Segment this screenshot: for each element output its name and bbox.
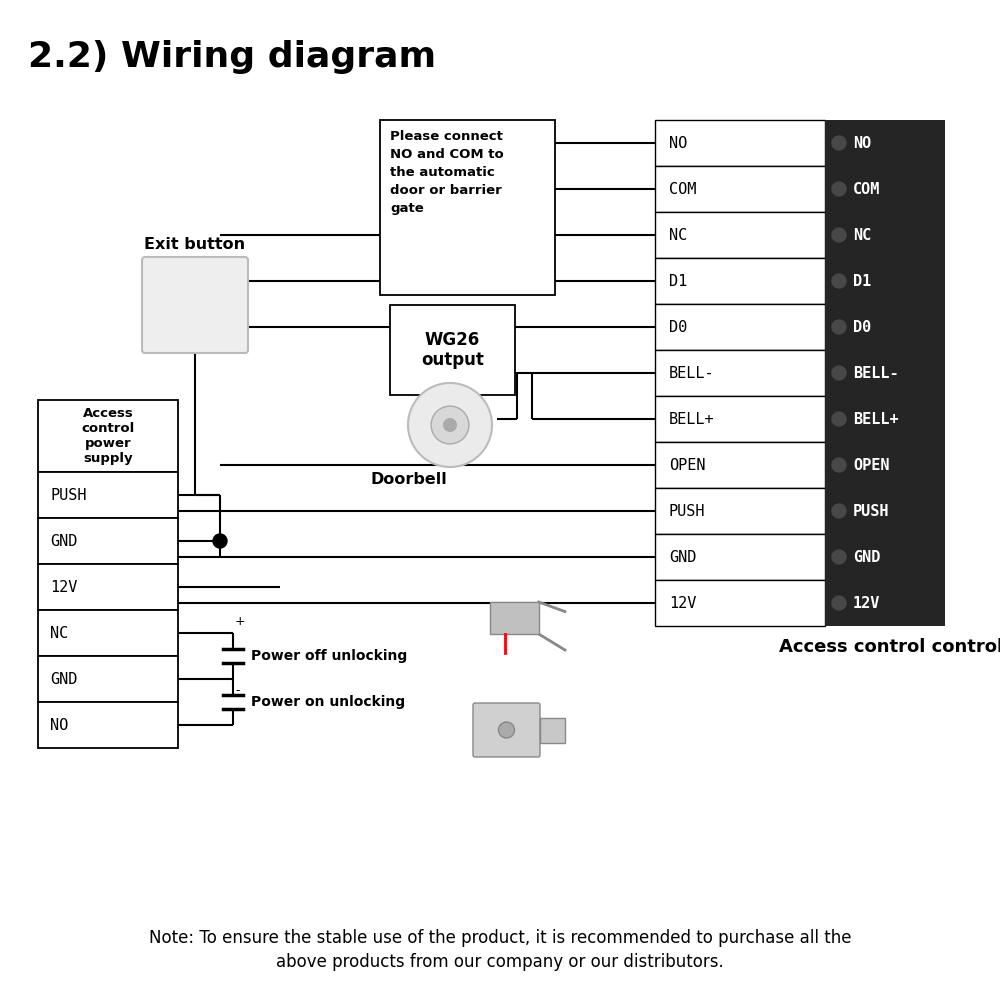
Text: PUSH: PUSH [853, 504, 890, 518]
Circle shape [444, 419, 456, 431]
Text: 12V: 12V [669, 595, 696, 610]
Bar [825, 350, 945, 396]
Bar [825, 258, 945, 304]
Text: PUSH: PUSH [669, 504, 706, 518]
Bar [655, 396, 825, 442]
Text: BELL+: BELL+ [853, 412, 899, 426]
Bar [825, 580, 945, 626]
Text: GND: GND [853, 550, 880, 564]
Text: D1: D1 [853, 273, 871, 288]
Bar [655, 166, 825, 212]
Bar [655, 488, 825, 534]
Circle shape [213, 534, 227, 548]
Bar [655, 304, 825, 350]
Circle shape [832, 228, 846, 242]
Text: COM: COM [853, 182, 880, 196]
Circle shape [832, 320, 846, 334]
Text: NO: NO [853, 135, 871, 150]
Bar [38, 656, 178, 702]
Text: -: - [235, 684, 240, 697]
Text: COM: COM [669, 182, 696, 196]
Bar [38, 702, 178, 748]
Text: +: + [235, 615, 246, 628]
Text: GND: GND [669, 550, 696, 564]
Bar [655, 350, 825, 396]
Text: Exit button: Exit button [144, 237, 246, 252]
Text: WG26
output: WG26 output [421, 331, 484, 369]
Circle shape [832, 550, 846, 564]
Bar [38, 610, 178, 656]
Circle shape [431, 406, 469, 444]
Text: Note: To ensure the stable use of the product, it is recommended to purchase all: Note: To ensure the stable use of the pr… [149, 929, 851, 947]
Bar [825, 304, 945, 350]
Text: DOOR: DOOR [182, 278, 208, 287]
Text: NC: NC [50, 626, 68, 641]
Text: PUSH: PUSH [50, 488, 87, 502]
Bar [38, 518, 178, 564]
Circle shape [408, 383, 492, 467]
Bar [655, 442, 825, 488]
Text: Please connect
NO and COM to
the automatic
door or barrier
gate: Please connect NO and COM to the automat… [390, 130, 504, 215]
Text: OPEN: OPEN [853, 458, 890, 473]
Bar [655, 258, 825, 304]
Text: 🔑: 🔑 [191, 298, 199, 312]
Bar [825, 120, 945, 166]
Text: Doorbell: Doorbell [370, 473, 447, 488]
Bar [490, 602, 539, 634]
Bar [825, 166, 945, 212]
Text: DOOR BELL: DOOR BELL [436, 450, 464, 455]
Bar [825, 488, 945, 534]
Circle shape [832, 136, 846, 150]
Text: 12V: 12V [853, 595, 880, 610]
Text: 12V: 12V [50, 580, 77, 594]
Text: NO: NO [669, 135, 687, 150]
Text: NO: NO [50, 718, 68, 732]
Text: Power on unlocking: Power on unlocking [251, 695, 405, 709]
Circle shape [832, 366, 846, 380]
Circle shape [832, 412, 846, 426]
Circle shape [498, 722, 514, 738]
Text: GND: GND [50, 534, 77, 548]
Text: NC: NC [669, 228, 687, 242]
Circle shape [832, 182, 846, 196]
Bar [825, 396, 945, 442]
Bar [825, 212, 945, 258]
Bar [825, 442, 945, 488]
Bar [655, 212, 825, 258]
Text: Power off unlocking: Power off unlocking [251, 649, 407, 663]
Text: GND: GND [50, 672, 77, 686]
Text: EXIT: EXIT [187, 323, 203, 332]
Text: D0: D0 [669, 320, 687, 334]
FancyBboxPatch shape [142, 257, 248, 353]
FancyBboxPatch shape [473, 703, 540, 757]
Circle shape [832, 458, 846, 472]
Bar [38, 472, 178, 518]
Bar [38, 564, 178, 610]
Text: Access
control
power
supply: Access control power supply [81, 407, 135, 465]
Bar [825, 534, 945, 580]
Text: Access control controller: Access control controller [779, 638, 1000, 656]
Bar [655, 580, 825, 626]
Text: D1: D1 [669, 273, 687, 288]
Text: OPEN: OPEN [669, 458, 706, 473]
Bar [655, 120, 825, 166]
Text: above products from our company or our distributors.: above products from our company or our d… [276, 953, 724, 971]
Text: BELL+: BELL+ [669, 412, 715, 426]
Circle shape [832, 504, 846, 518]
Bar [38, 400, 178, 472]
Bar [655, 534, 825, 580]
Text: BELL-: BELL- [669, 365, 715, 380]
Text: BELL-: BELL- [853, 365, 899, 380]
Text: 2.2) Wiring diagram: 2.2) Wiring diagram [28, 40, 436, 74]
Bar [540, 718, 565, 742]
Bar [380, 120, 555, 295]
Circle shape [832, 274, 846, 288]
Circle shape [832, 596, 846, 610]
Text: D0: D0 [853, 320, 871, 334]
Bar [390, 305, 515, 395]
Text: NC: NC [853, 228, 871, 242]
